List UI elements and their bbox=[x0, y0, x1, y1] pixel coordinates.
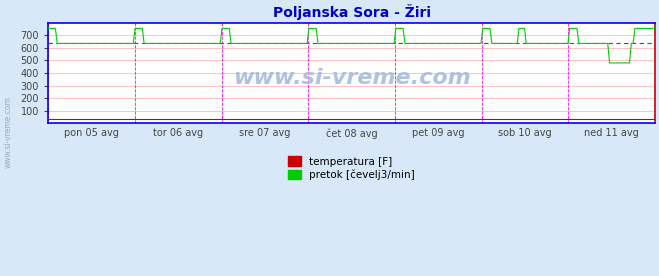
Legend: temperatura [F], pretok [čevelj3/min]: temperatura [F], pretok [čevelj3/min] bbox=[288, 156, 415, 180]
Title: Poljanska Sora - Žiri: Poljanska Sora - Žiri bbox=[273, 4, 430, 20]
Text: www.si-vreme.com: www.si-vreme.com bbox=[233, 68, 471, 88]
Text: www.si-vreme.com: www.si-vreme.com bbox=[3, 97, 13, 168]
